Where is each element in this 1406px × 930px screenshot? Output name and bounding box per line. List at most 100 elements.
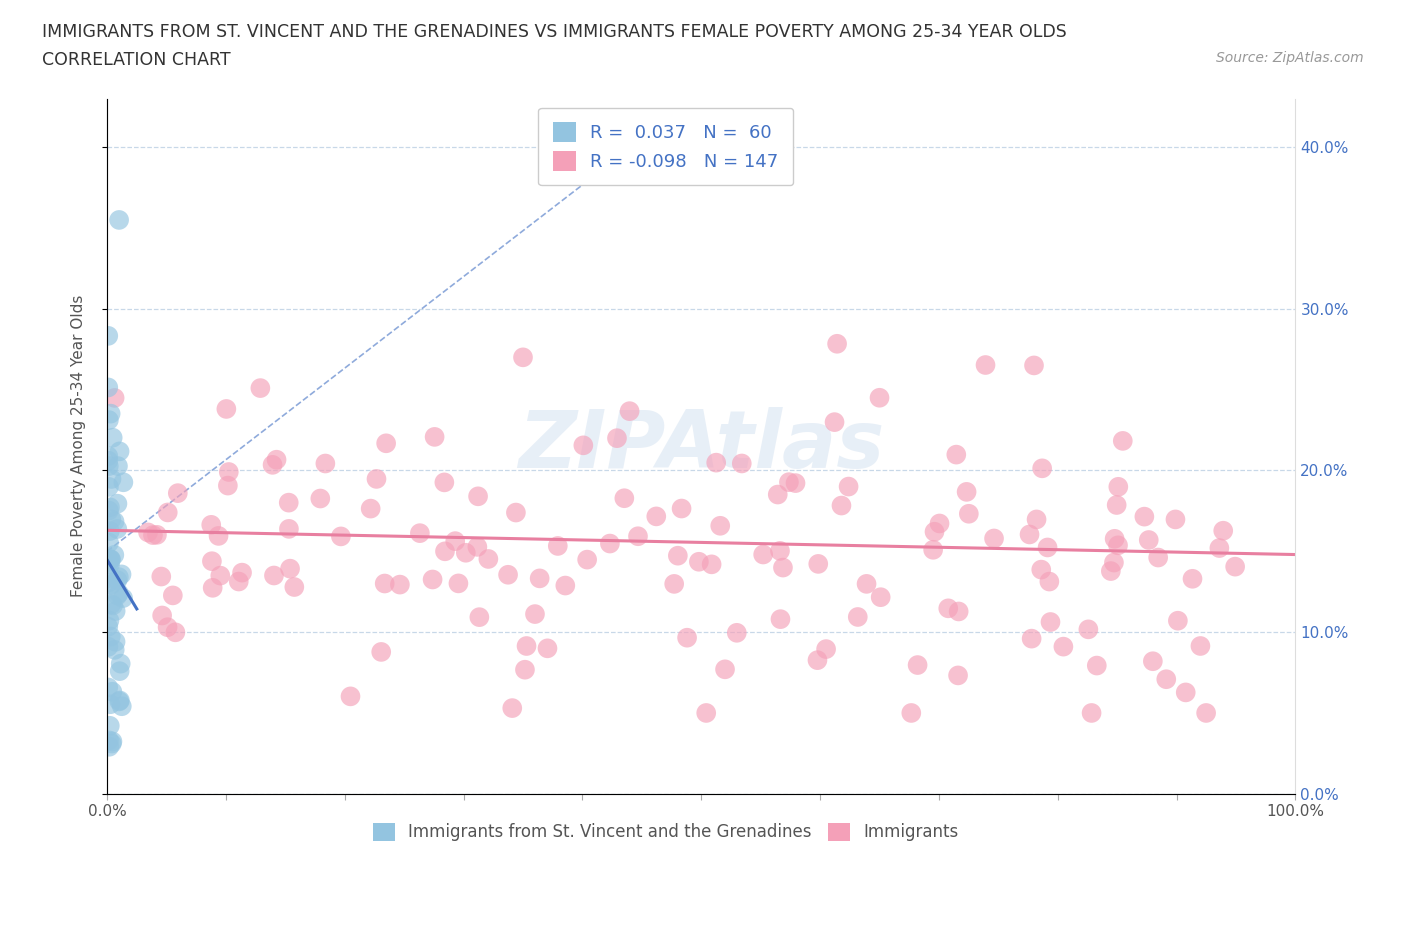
- Point: [215, 402, 238, 417]
- Point: [111, 698, 134, 713]
- Point: [709, 518, 731, 533]
- Point: [1036, 540, 1059, 555]
- Point: [100, 552, 122, 567]
- Point: [112, 591, 135, 605]
- Point: [957, 506, 980, 521]
- Point: [869, 391, 891, 405]
- Y-axis label: Female Poverty Among 25-34 Year Olds: Female Poverty Among 25-34 Year Olds: [72, 295, 86, 597]
- Point: [1147, 550, 1170, 565]
- Point: [231, 565, 253, 580]
- Point: [806, 653, 828, 668]
- Point: [101, 598, 124, 613]
- Point: [218, 465, 240, 480]
- Point: [104, 643, 127, 658]
- Text: ZIPAtlas: ZIPAtlas: [519, 407, 884, 485]
- Point: [447, 576, 470, 591]
- Point: [846, 609, 869, 624]
- Point: [142, 527, 165, 542]
- Point: [262, 458, 284, 472]
- Point: [945, 447, 967, 462]
- Point: [314, 456, 336, 471]
- Point: [529, 571, 551, 586]
- Point: [948, 604, 970, 618]
- Point: [433, 475, 456, 490]
- Point: [433, 544, 456, 559]
- Point: [1164, 512, 1187, 527]
- Point: [922, 542, 945, 557]
- Legend: Immigrants from St. Vincent and the Grenadines, Immigrants: Immigrants from St. Vincent and the Gren…: [366, 816, 965, 848]
- Point: [97, 413, 120, 428]
- Point: [209, 568, 232, 583]
- Point: [97, 458, 120, 473]
- Point: [671, 501, 693, 516]
- Point: [98, 718, 121, 733]
- Point: [1085, 658, 1108, 673]
- Point: [100, 512, 122, 527]
- Point: [928, 516, 950, 531]
- Point: [103, 514, 125, 529]
- Point: [983, 531, 1005, 546]
- Point: [766, 487, 789, 502]
- Point: [824, 415, 846, 430]
- Point: [576, 552, 599, 567]
- Point: [1102, 555, 1125, 570]
- Point: [108, 693, 131, 708]
- Point: [98, 524, 121, 538]
- Point: [613, 491, 636, 506]
- Point: [98, 557, 121, 572]
- Point: [869, 590, 891, 604]
- Point: [97, 619, 120, 634]
- Point: [98, 536, 121, 551]
- Point: [207, 528, 229, 543]
- Point: [467, 539, 489, 554]
- Point: [444, 534, 467, 549]
- Point: [201, 580, 224, 595]
- Point: [100, 597, 122, 612]
- Point: [974, 357, 997, 372]
- Point: [1154, 671, 1177, 686]
- Point: [146, 527, 169, 542]
- Point: [725, 625, 748, 640]
- Point: [855, 577, 877, 591]
- Point: [1104, 531, 1126, 546]
- Point: [108, 694, 131, 709]
- Point: [166, 485, 188, 500]
- Point: [98, 739, 121, 754]
- Point: [1105, 498, 1128, 512]
- Point: [309, 491, 332, 506]
- Point: [112, 475, 135, 490]
- Point: [97, 575, 120, 590]
- Point: [1052, 639, 1074, 654]
- Point: [1133, 510, 1156, 525]
- Point: [422, 572, 444, 587]
- Point: [360, 501, 382, 516]
- Point: [1212, 524, 1234, 538]
- Point: [1031, 461, 1053, 476]
- Point: [108, 586, 131, 601]
- Point: [1195, 706, 1218, 721]
- Point: [107, 497, 129, 512]
- Point: [515, 639, 537, 654]
- Point: [98, 733, 121, 748]
- Point: [388, 578, 411, 592]
- Point: [150, 569, 173, 584]
- Point: [100, 697, 122, 711]
- Point: [1208, 540, 1230, 555]
- Point: [900, 706, 922, 721]
- Point: [100, 629, 122, 644]
- Point: [409, 525, 432, 540]
- Point: [815, 642, 838, 657]
- Point: [731, 456, 754, 471]
- Text: IMMIGRANTS FROM ST. VINCENT AND THE GRENADINES VS IMMIGRANTS FEMALE POVERTY AMON: IMMIGRANTS FROM ST. VINCENT AND THE GREN…: [42, 23, 1067, 41]
- Point: [778, 474, 800, 489]
- Point: [714, 662, 737, 677]
- Point: [1107, 538, 1129, 552]
- Point: [97, 480, 120, 495]
- Point: [97, 328, 120, 343]
- Point: [201, 553, 224, 568]
- Point: [627, 529, 650, 544]
- Point: [554, 578, 576, 593]
- Point: [156, 619, 179, 634]
- Point: [228, 574, 250, 589]
- Point: [524, 606, 547, 621]
